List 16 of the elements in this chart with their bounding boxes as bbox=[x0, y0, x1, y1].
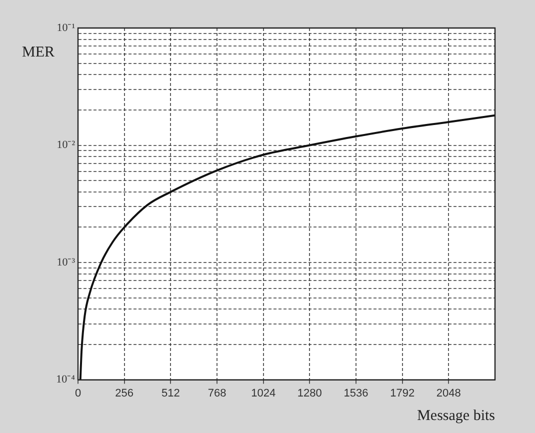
y-tick-label: 10⁻² bbox=[56, 139, 76, 152]
x-tick-label: 1024 bbox=[251, 387, 276, 400]
x-tick-label: 1536 bbox=[344, 387, 368, 400]
x-tick-label: 256 bbox=[115, 387, 134, 400]
x-tick-label: 0 bbox=[74, 387, 82, 400]
x-tick-label: 768 bbox=[208, 387, 226, 400]
x-axis-title: Message bits bbox=[417, 408, 496, 424]
line-series bbox=[79, 114, 495, 380]
x-tick-label: 512 bbox=[161, 387, 180, 400]
y-tick-label: 10⁻¹ bbox=[56, 22, 75, 34]
y-tick-label: 10⁻⁴ bbox=[56, 374, 76, 386]
x-tick-label: 1792 bbox=[390, 387, 415, 400]
x-tick-label: 2048 bbox=[436, 387, 461, 400]
y-tick-label: 10⁻³ bbox=[56, 256, 76, 268]
x-tick-label: 1280 bbox=[297, 387, 322, 400]
y-axis-title: MER bbox=[22, 44, 55, 60]
